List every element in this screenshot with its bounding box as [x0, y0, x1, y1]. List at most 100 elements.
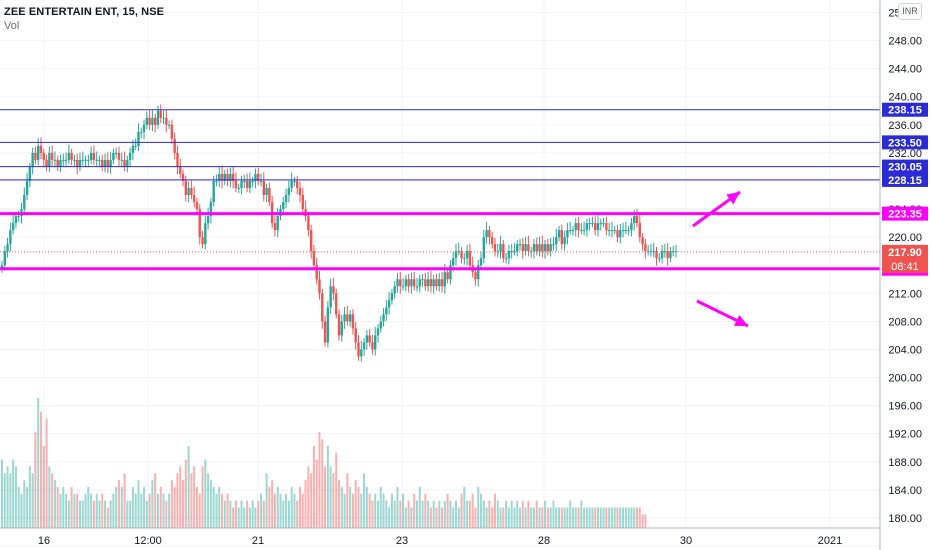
volume-bar — [28, 466, 31, 528]
candle-body — [276, 216, 279, 231]
volume-bar — [123, 473, 126, 528]
level-label-bg — [882, 135, 928, 150]
time-axis-ticks: 16 12:00 21 23 28 30 2021 — [38, 535, 842, 547]
volume-bar — [234, 500, 237, 528]
time-tick-label: 21 — [252, 535, 264, 547]
candle-body — [173, 138, 176, 153]
candle-body — [658, 258, 661, 260]
candle-body — [223, 173, 227, 181]
volume-bar — [326, 445, 329, 528]
volume-bar — [73, 493, 76, 528]
volume-bar — [418, 486, 421, 528]
volume-bar — [460, 493, 463, 528]
volume-bar — [143, 486, 146, 528]
candle-body — [14, 216, 18, 224]
candle-body — [596, 223, 600, 231]
volume-bar — [106, 507, 109, 528]
candle-body — [282, 202, 285, 210]
candle-body — [513, 251, 516, 253]
volume-bar — [285, 493, 288, 528]
candle-body — [140, 131, 143, 133]
candle-body — [212, 180, 215, 203]
currency-button[interactable]: INR — [898, 3, 922, 20]
price-tick-label: 200.00 — [888, 373, 922, 385]
time-tick-label: 30 — [680, 535, 692, 547]
candle-body — [477, 265, 480, 280]
candle-body — [137, 131, 140, 146]
volume-bar — [12, 459, 15, 528]
time-tick-label: 28 — [538, 535, 550, 547]
candle-body — [332, 286, 335, 294]
candle-body — [496, 251, 499, 253]
candle-body — [0, 265, 4, 269]
candle-body — [67, 152, 71, 160]
volume-bar — [613, 507, 616, 528]
volume-bar — [599, 507, 602, 528]
candle-body — [594, 223, 597, 231]
candle-body — [482, 237, 486, 259]
candle-body — [599, 223, 603, 225]
volume-bar — [577, 507, 580, 528]
candle-body — [638, 223, 641, 238]
candle-body — [602, 223, 605, 225]
volume-bar — [14, 466, 17, 528]
volume-bar — [229, 500, 232, 528]
candle-body — [75, 159, 79, 167]
volume-bar — [293, 493, 296, 528]
volume-bar — [148, 493, 151, 528]
candle-body — [170, 124, 174, 139]
volume-bar — [109, 500, 112, 528]
volume-bar — [282, 500, 285, 528]
last-price-label-bg — [882, 244, 928, 273]
candle-body — [560, 230, 564, 245]
candle-body — [287, 187, 291, 196]
volume-bar — [449, 500, 452, 528]
candle-body — [438, 279, 441, 287]
candle-body — [571, 230, 575, 232]
candle-body — [234, 180, 238, 188]
candle-body — [153, 117, 157, 125]
volume-bar — [527, 500, 530, 528]
candle-body — [390, 293, 394, 301]
candle-body — [365, 335, 369, 343]
candle-body — [9, 230, 12, 245]
candle-body — [371, 342, 374, 350]
price-tick-label: 196.00 — [888, 401, 922, 413]
volume-bar — [42, 445, 45, 528]
candle-body — [543, 244, 547, 252]
candle-body — [192, 195, 196, 203]
volume-bar — [78, 500, 81, 528]
level-label: 233.50 — [888, 137, 922, 149]
candle-body — [326, 307, 330, 343]
candle-body — [630, 223, 633, 231]
volume-bar — [20, 493, 23, 528]
candle-body — [555, 237, 558, 245]
candle-body — [421, 279, 424, 281]
candle-body — [240, 180, 243, 188]
volume-bar — [413, 493, 416, 528]
candle-body — [64, 159, 68, 161]
candle-body — [387, 300, 391, 308]
candle-body — [521, 244, 525, 252]
candle-body — [535, 244, 538, 252]
candle-body — [298, 187, 302, 196]
volume-bar — [315, 459, 318, 528]
volume-bar — [17, 486, 20, 528]
volume-bar — [569, 500, 572, 528]
volume-bar — [273, 493, 276, 528]
candle-body — [59, 159, 62, 167]
volume-bar — [48, 466, 51, 528]
candle-body — [374, 335, 377, 350]
candle-body — [293, 180, 296, 182]
volume-bar — [257, 500, 260, 528]
candle-body — [426, 279, 430, 287]
volume-bar — [541, 507, 544, 528]
volume-bars — [1, 398, 647, 528]
price-tick-label: 184.00 — [888, 485, 922, 497]
candle-body — [449, 265, 452, 280]
candle-body — [206, 216, 210, 224]
volume-bar — [402, 493, 405, 528]
price-tick-label: 236.00 — [888, 120, 922, 132]
